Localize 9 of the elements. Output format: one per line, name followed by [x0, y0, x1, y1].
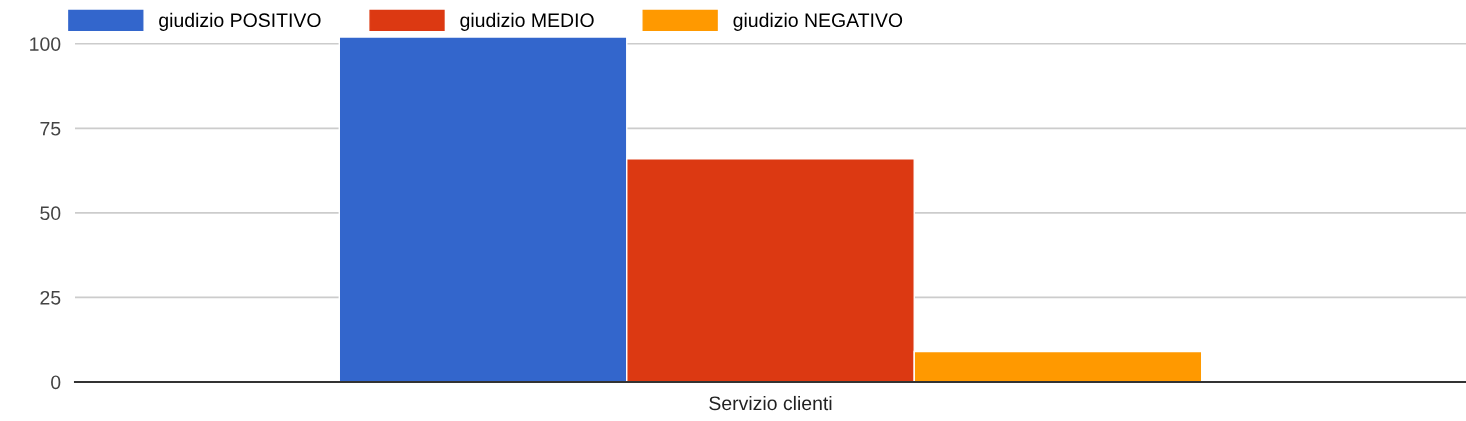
y-tick-label: 50: [40, 206, 61, 221]
legend-label: giudizio NEGATIVO: [733, 12, 903, 31]
y-tick-label: 25: [40, 290, 61, 305]
y-tick-label: 0: [51, 375, 61, 390]
y-tick-label: 75: [40, 121, 61, 136]
legend-label: giudizio POSITIVO: [159, 12, 321, 31]
y-tick-label: 100: [30, 37, 61, 51]
legend-label: giudizio MEDIO: [460, 12, 594, 31]
x-tick-label: Servizio clienti: [709, 395, 832, 411]
